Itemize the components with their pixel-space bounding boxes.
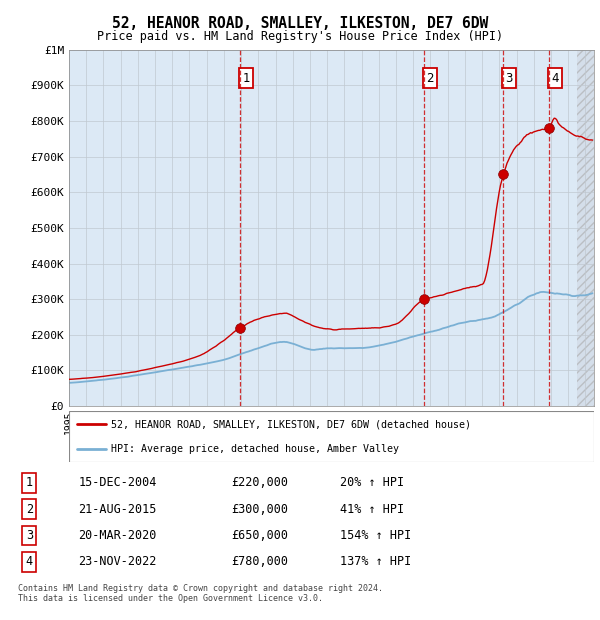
Polygon shape [577, 50, 594, 406]
Text: 4: 4 [26, 556, 33, 569]
Text: Contains HM Land Registry data © Crown copyright and database right 2024.
This d: Contains HM Land Registry data © Crown c… [18, 584, 383, 603]
Text: £220,000: £220,000 [231, 476, 288, 489]
Text: 2: 2 [427, 72, 434, 84]
Text: 20-MAR-2020: 20-MAR-2020 [78, 529, 157, 542]
Text: 154% ↑ HPI: 154% ↑ HPI [340, 529, 412, 542]
Text: 20% ↑ HPI: 20% ↑ HPI [340, 476, 404, 489]
Text: £650,000: £650,000 [231, 529, 288, 542]
Text: 3: 3 [26, 529, 33, 542]
Text: 41% ↑ HPI: 41% ↑ HPI [340, 503, 404, 516]
Text: £780,000: £780,000 [231, 556, 288, 569]
FancyBboxPatch shape [69, 411, 594, 462]
Text: 23-NOV-2022: 23-NOV-2022 [78, 556, 157, 569]
Text: 2: 2 [26, 503, 33, 516]
Text: 1: 1 [242, 72, 250, 84]
Text: 1: 1 [26, 476, 33, 489]
Text: 137% ↑ HPI: 137% ↑ HPI [340, 556, 412, 569]
Text: 15-DEC-2004: 15-DEC-2004 [78, 476, 157, 489]
Text: 52, HEANOR ROAD, SMALLEY, ILKESTON, DE7 6DW: 52, HEANOR ROAD, SMALLEY, ILKESTON, DE7 … [112, 16, 488, 31]
Text: 4: 4 [551, 72, 559, 84]
Text: HPI: Average price, detached house, Amber Valley: HPI: Average price, detached house, Ambe… [111, 444, 399, 454]
Text: 3: 3 [505, 72, 512, 84]
Text: 21-AUG-2015: 21-AUG-2015 [78, 503, 157, 516]
Text: £300,000: £300,000 [231, 503, 288, 516]
Text: Price paid vs. HM Land Registry's House Price Index (HPI): Price paid vs. HM Land Registry's House … [97, 30, 503, 43]
Text: 52, HEANOR ROAD, SMALLEY, ILKESTON, DE7 6DW (detached house): 52, HEANOR ROAD, SMALLEY, ILKESTON, DE7 … [111, 419, 471, 429]
